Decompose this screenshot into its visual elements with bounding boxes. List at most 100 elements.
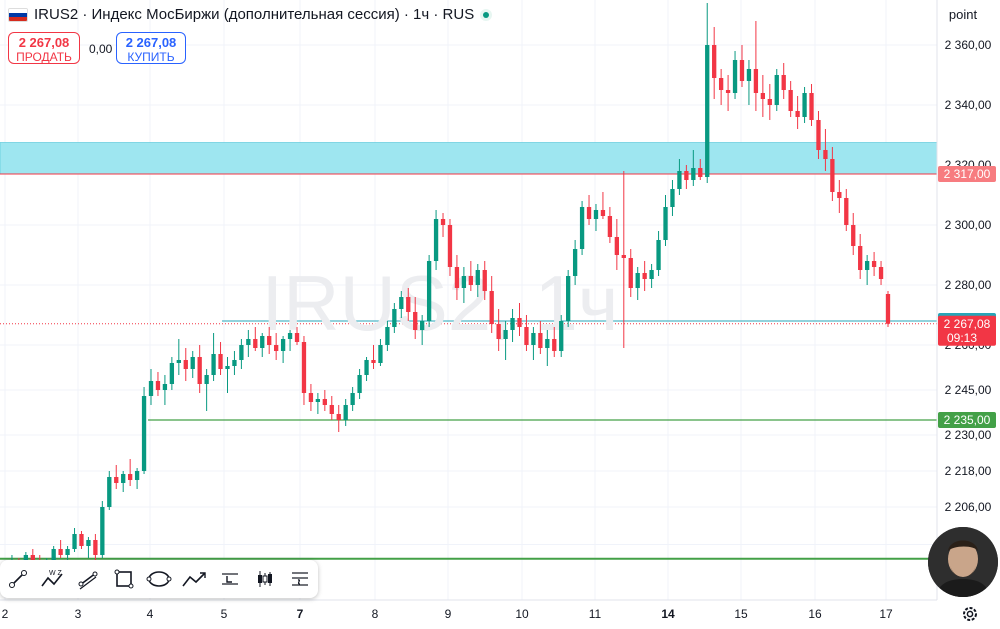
long-position-icon[interactable] — [212, 561, 247, 597]
candle-body — [86, 540, 91, 546]
time-axis[interactable]: 2 3 4 5 7 8 9 10 11 14 15 16 17 — [0, 599, 937, 621]
symbol-title[interactable]: IRUS2 · Индекс МосБиржи (дополнительная … — [34, 6, 475, 23]
candle — [851, 213, 856, 255]
candle — [100, 501, 105, 558]
buy-label: КУПИТЬ — [127, 50, 175, 64]
candle-body — [489, 291, 494, 324]
zigzag-icon[interactable]: W Z — [35, 561, 70, 597]
price-tag-label: 2 267,08 — [944, 317, 991, 331]
candle-body — [600, 210, 606, 216]
short-position-icon[interactable] — [283, 561, 318, 597]
candle — [607, 207, 613, 243]
candle-body — [538, 333, 543, 348]
candle — [670, 180, 675, 216]
candle — [406, 288, 411, 321]
candle-body — [475, 270, 480, 285]
candle — [134, 468, 140, 489]
candle-body — [260, 336, 265, 348]
price-tag-label: 2 235,00 — [944, 413, 991, 427]
path-icon[interactable] — [177, 561, 212, 597]
candle-body — [607, 216, 613, 237]
candle-body — [294, 333, 300, 342]
candle — [239, 339, 244, 369]
candle — [496, 309, 501, 351]
symbol-header[interactable]: IRUS2 · Индекс МосБиржи (дополнительная … — [8, 6, 493, 23]
candle-body — [350, 393, 355, 405]
candle — [350, 387, 355, 411]
candle — [725, 75, 731, 111]
candles-icon[interactable] — [247, 561, 282, 597]
candle-body — [593, 210, 599, 219]
candle-body — [684, 171, 689, 180]
candle — [447, 219, 453, 276]
candle-body — [413, 312, 418, 330]
candle — [322, 390, 327, 411]
candle-body — [440, 219, 446, 225]
time-tick-label: 15 — [734, 607, 748, 621]
candle-body — [739, 60, 745, 81]
candle-body — [698, 168, 703, 177]
candle-body — [454, 267, 460, 288]
candle — [739, 45, 745, 87]
candle-body — [461, 276, 467, 288]
candle — [712, 27, 717, 99]
candle-body — [753, 69, 759, 93]
time-tick-label: 14 — [661, 607, 675, 621]
candle — [79, 531, 84, 549]
symbol-watermark: IRUS2, 1ч — [261, 259, 618, 347]
candle-body — [100, 507, 105, 555]
candle — [190, 351, 195, 378]
price-axis[interactable]: 2 360,002 340,002 320,002 300,002 280,00… — [936, 0, 992, 600]
candle — [844, 189, 849, 231]
candle — [489, 276, 494, 333]
candle-body — [809, 93, 814, 120]
price-tick-label: 2 300,00 — [945, 218, 992, 232]
sell-button[interactable]: 2 267,08 ПРОДАТЬ — [8, 32, 80, 64]
candle — [267, 327, 272, 354]
rectangle-icon[interactable] — [106, 561, 141, 597]
candle-body — [482, 270, 487, 291]
candle — [253, 327, 258, 351]
trend-line-icon[interactable] — [0, 561, 35, 597]
candle-body — [628, 258, 633, 288]
candle — [72, 528, 77, 552]
candle-body — [357, 375, 362, 393]
candle — [864, 255, 870, 285]
candle-body — [871, 261, 877, 267]
gear-icon[interactable] — [960, 604, 980, 624]
candle — [858, 234, 863, 279]
candle-body — [496, 324, 501, 339]
candle — [586, 195, 592, 225]
candle — [148, 369, 154, 405]
candle — [705, 3, 710, 183]
candle-body — [864, 261, 870, 270]
point-button[interactable]: point — [948, 7, 978, 22]
candle-body — [447, 225, 453, 267]
candle-body — [301, 342, 307, 393]
candle-body — [510, 318, 515, 330]
candle-body — [93, 540, 98, 555]
candle — [802, 87, 807, 123]
candle — [635, 267, 640, 300]
buy-button[interactable]: 2 267,08 КУПИТЬ — [116, 32, 186, 64]
parallel-channel-icon[interactable] — [71, 561, 106, 597]
candle-body — [844, 198, 849, 225]
candle-body — [343, 405, 348, 420]
candle-body — [433, 219, 439, 261]
candle-body — [65, 549, 70, 555]
candle — [232, 351, 237, 375]
candle — [176, 339, 181, 375]
candle — [579, 201, 585, 255]
candle — [760, 75, 766, 117]
candle-body — [148, 381, 154, 396]
wz-label: W Z — [49, 570, 63, 577]
candle-body — [58, 549, 63, 555]
candle-body — [468, 276, 473, 285]
candle-body — [232, 360, 237, 366]
candle-body — [287, 333, 293, 339]
ellipse-icon[interactable] — [141, 561, 176, 597]
candle-body — [30, 555, 35, 561]
buy-price: 2 267,08 — [125, 35, 177, 50]
user-avatar[interactable] — [928, 527, 998, 597]
